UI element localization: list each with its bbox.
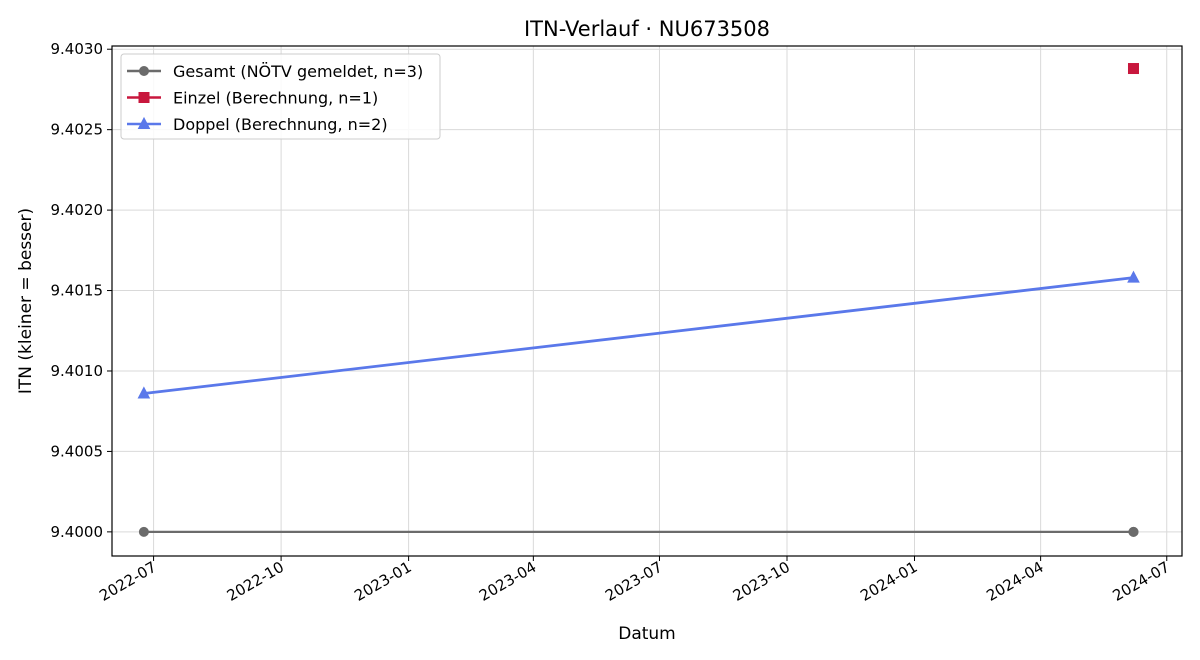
legend-label: Gesamt (NÖTV gemeldet, n=3) (173, 62, 423, 81)
data-point (1127, 63, 1139, 75)
series-line (143, 276, 1134, 395)
legend-marker (138, 92, 150, 103)
data-point (138, 526, 149, 537)
y-tick-label: 9.4025 (51, 121, 104, 139)
chart-title: ITN-Verlauf · NU673508 (524, 17, 770, 41)
data-point (1128, 526, 1139, 537)
series-layer (137, 63, 1140, 537)
legend-label: Doppel (Berechnung, n=2) (173, 115, 388, 134)
x-axis-label: Datum (618, 624, 676, 644)
y-tick-label: 9.4020 (51, 201, 104, 219)
y-tick-label: 9.4000 (51, 523, 104, 541)
series-1 (138, 526, 1139, 537)
y-tick-label: 9.4015 (51, 282, 104, 300)
plot-frame (111, 45, 1183, 557)
legend: Gesamt (NÖTV gemeldet, n=3) Einzel (Berec… (120, 53, 441, 140)
series-2 (1127, 63, 1139, 75)
legend-item: Gesamt (NÖTV gemeldet, n=3) (127, 62, 423, 81)
data-point (137, 386, 151, 399)
y-tick-label: 9.4030 (51, 40, 104, 58)
data-point (1127, 270, 1140, 283)
y-tick-label: 9.4005 (51, 442, 104, 460)
y-tick-label: 9.4010 (51, 362, 104, 380)
legend-box (120, 53, 441, 140)
legend-item: Einzel (Berechnung, n=1) (127, 89, 378, 108)
legend-item: Doppel (Berechnung, n=2) (127, 115, 388, 134)
series-3 (137, 270, 1140, 399)
y-axis-label: ITN (kleiner = besser) (16, 208, 36, 394)
legend-marker (139, 66, 149, 76)
legend-label: Einzel (Berechnung, n=1) (173, 89, 378, 108)
legend-marker (137, 116, 151, 129)
